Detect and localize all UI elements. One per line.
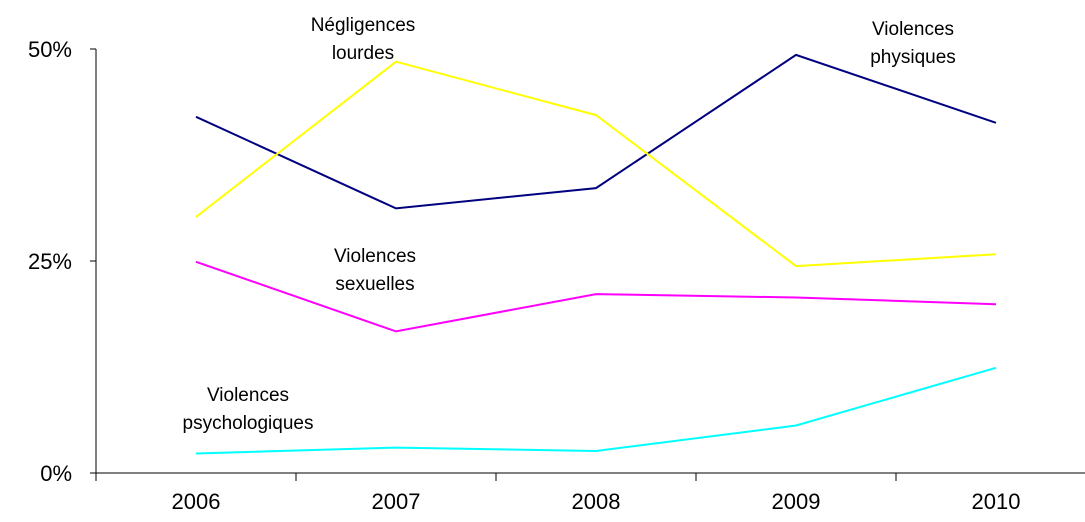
x-ticks: 2006 2007 2008 2009 2010 [95, 473, 1021, 514]
series-line-violences-psychologiques [195, 366, 997, 455]
series-line-violences-physiques [195, 53, 997, 210]
x-tick-label: 2010 [972, 489, 1021, 514]
series-label: psychologiques [183, 413, 314, 434]
series-label: lourdes [332, 43, 394, 64]
x-tick-label: 2007 [372, 489, 421, 514]
series-label: Négligences [311, 15, 416, 36]
x-tick-label: 2006 [172, 489, 221, 514]
series-line-n-gligences-lourdes [195, 60, 997, 268]
series-lines [195, 53, 997, 455]
y-ticks: 0% 25% 50% [28, 37, 96, 486]
x-tick-label: 2008 [572, 489, 621, 514]
series-label: Violences [872, 19, 954, 40]
series-label: Violences [207, 385, 289, 406]
series-label: Violences [334, 246, 416, 267]
y-tick-label: 0% [40, 461, 72, 486]
x-tick-label: 2009 [772, 489, 821, 514]
series-label: sexuelles [335, 274, 414, 295]
series-labels: Violences physiques Négligences lourdes Viol… [183, 15, 956, 434]
series-line-violences-sexuelles [195, 260, 997, 333]
y-tick-label: 50% [28, 37, 72, 62]
series-label: physiques [870, 47, 956, 68]
y-tick-label: 25% [28, 249, 72, 274]
